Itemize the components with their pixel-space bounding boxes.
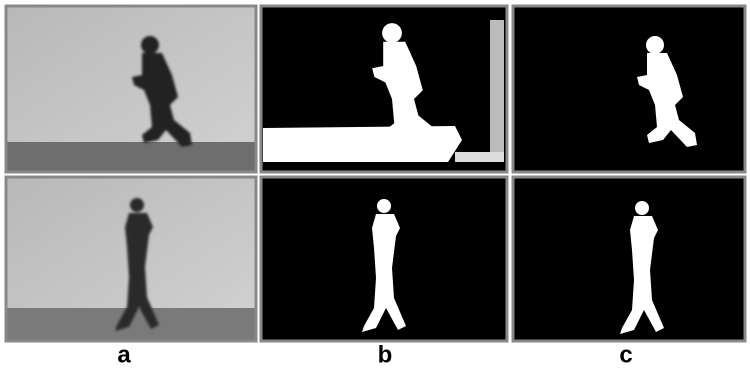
panel-b-top: [261, 6, 507, 172]
page: a b c (() => { const data = JSON.parse(d…: [0, 0, 750, 369]
panel-label: a: [117, 341, 131, 368]
figure: a b c: [0, 0, 750, 369]
panel-a-top: [6, 6, 256, 172]
panel-label: c: [619, 341, 632, 368]
panel-a-bottom: [6, 177, 256, 341]
panel-label: b: [378, 341, 393, 368]
panel-c-top: [513, 6, 745, 172]
panel-b-bottom: [261, 177, 507, 341]
panel-c-bottom: [513, 177, 745, 341]
